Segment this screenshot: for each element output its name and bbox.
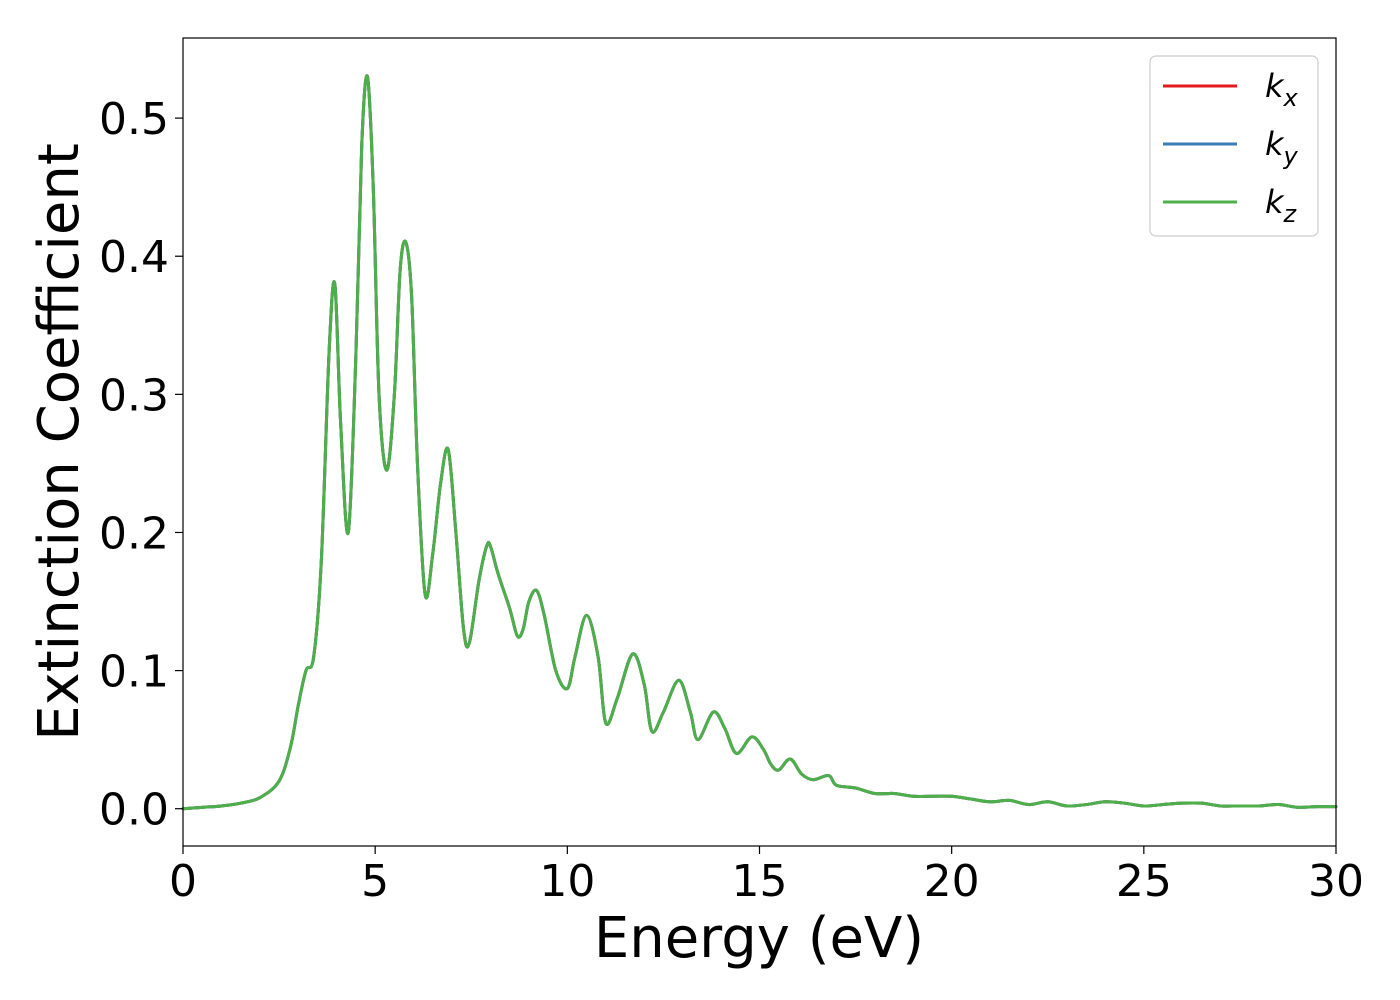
y-tick-label: 0.2 xyxy=(99,508,169,559)
y-axis-label: Extinction Coefficient xyxy=(27,143,92,741)
x-tick-label: 5 xyxy=(361,856,389,907)
x-tick-label: 10 xyxy=(539,856,595,907)
legend-subscript: x xyxy=(1283,84,1299,112)
x-tick-label: 0 xyxy=(169,856,197,907)
y-tick-label: 0.1 xyxy=(99,647,169,698)
x-axis-label: Energy (eV) xyxy=(594,906,924,971)
y-tick-label: 0.0 xyxy=(99,785,169,836)
y-axis-ticks: 0.0 0.1 0.2 0.3 0.4 0.5 xyxy=(99,94,183,836)
y-tick-label: 0.4 xyxy=(99,232,169,283)
x-tick-label: 15 xyxy=(732,856,788,907)
legend-subscript: z xyxy=(1283,200,1298,228)
x-tick-label: 25 xyxy=(1116,856,1172,907)
series-layer xyxy=(181,74,1338,811)
legend-box xyxy=(1149,55,1319,237)
x-tick-label: 30 xyxy=(1308,856,1364,907)
legend-subscript: y xyxy=(1283,142,1299,170)
x-axis-ticks: 0 5 10 15 20 25 30 xyxy=(169,846,1364,907)
y-tick-label: 0.5 xyxy=(99,94,169,145)
series-line-kz xyxy=(181,74,1338,811)
y-tick-label: 0.3 xyxy=(99,370,169,421)
plot-background xyxy=(183,38,1336,846)
x-tick-label: 20 xyxy=(924,856,980,907)
